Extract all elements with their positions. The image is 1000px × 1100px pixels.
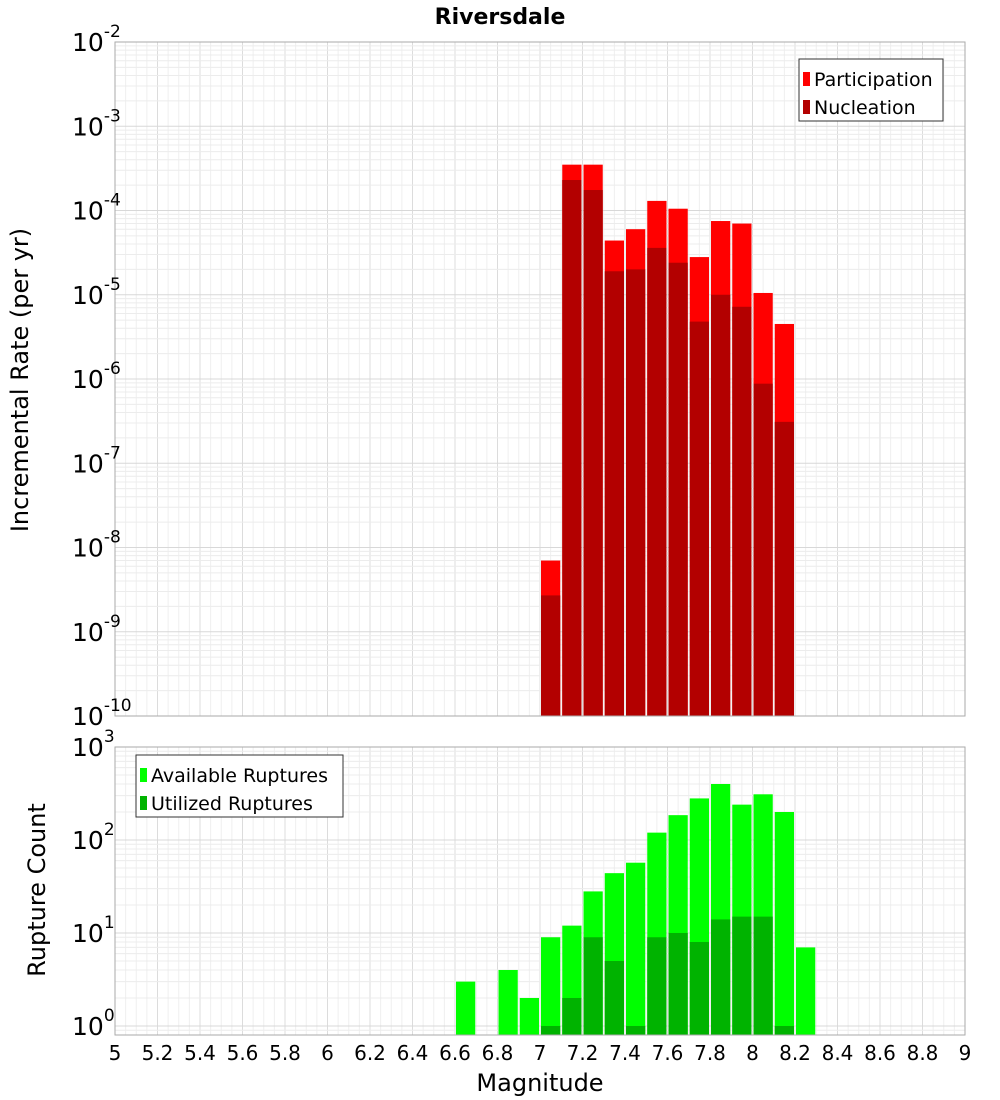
top-bar-secondary <box>626 269 646 716</box>
top-y-tick-label: 10-2 <box>72 22 121 57</box>
bottom-bar-secondary <box>647 937 667 1035</box>
top-y-tick-label: 10-6 <box>72 359 121 394</box>
bottom-bar-primary <box>456 981 476 1035</box>
bottom-bar-secondary <box>774 1025 794 1035</box>
bottom-bar-secondary <box>711 919 731 1035</box>
bottom-bar-secondary <box>541 1025 561 1035</box>
top-bar-secondary <box>541 595 561 716</box>
x-tick-label: 6.2 <box>354 1041 386 1065</box>
bottom-bar-primary <box>541 937 561 1035</box>
x-tick-label: 8.2 <box>779 1041 811 1065</box>
top-bar-secondary <box>689 321 709 716</box>
bottom-bars <box>456 784 816 1035</box>
bottom-bar-secondary <box>562 997 582 1035</box>
top-bar-secondary <box>774 421 794 716</box>
top-bar-secondary <box>753 383 773 716</box>
x-tick-label: 7.2 <box>567 1041 599 1065</box>
top-bar-secondary <box>668 262 688 716</box>
x-axis-label: Magnitude <box>476 1069 603 1097</box>
top-y-tick-label: 10-8 <box>72 528 121 563</box>
x-tick-label: 6.8 <box>482 1041 514 1065</box>
bottom-bar-secondary <box>753 916 773 1035</box>
bottom-legend-box <box>135 754 344 818</box>
bottom-y-tick-label: 101 <box>72 913 115 948</box>
x-tick-label: 6.4 <box>397 1041 429 1065</box>
x-tick-label: 5 <box>109 1041 122 1065</box>
top-y-tick-label: 10-3 <box>72 106 121 141</box>
x-tick-label: 9 <box>959 1041 972 1065</box>
top-y-tick-label: 10-7 <box>72 443 121 478</box>
x-tick-label: 8.4 <box>822 1041 854 1065</box>
chart-title: Riversdale <box>435 5 566 30</box>
x-tick-label: 5.2 <box>142 1041 174 1065</box>
top-legend-swatch <box>803 72 810 86</box>
bottom-bar-secondary <box>604 960 624 1035</box>
top-legend: Participation Nucleation <box>798 58 944 122</box>
x-ticks: 5 5.2 5.4 5.6 5.8 6 6.2 6.4 6.6 6.8 7 7.2 7.4 7.6 7.8 8… <box>109 1041 972 1065</box>
top-panel: 10-10 10-9 10-8 10-7 10-6 10-5 10-4 10-3 10-2 Par… <box>72 22 966 731</box>
bottom-legend: Available Ruptures Utilized Ruptures <box>135 754 344 818</box>
top-legend-box <box>798 58 944 122</box>
top-bar-secondary <box>711 294 731 716</box>
top-grid <box>114 41 966 717</box>
bottom-bar-secondary <box>583 937 603 1035</box>
bottom-y-tick-label: 100 <box>72 1006 115 1041</box>
bottom-bar-secondary <box>668 932 688 1035</box>
bottom-legend-swatch <box>140 768 147 782</box>
bottom-bar-secondary <box>689 942 709 1035</box>
top-bar-secondary <box>604 271 624 716</box>
x-tick-label: 6 <box>321 1041 334 1065</box>
bottom-plot-border <box>114 746 966 1036</box>
x-tick-label: 5.6 <box>227 1041 259 1065</box>
x-tick-label: 8 <box>746 1041 759 1065</box>
bottom-bar-primary <box>774 812 794 1035</box>
bottom-panel: 100 101 102 103 Available Ruptures Utilized R… <box>72 727 971 1065</box>
top-legend-label: Participation <box>814 69 933 91</box>
top-y-axis-label: Incremental Rate (per yr) <box>6 228 34 532</box>
bottom-bar-primary <box>519 997 539 1035</box>
bottom-bar-secondary <box>732 916 752 1035</box>
bottom-y-ticks: 100 101 102 103 <box>72 727 115 1041</box>
top-y-tick-label: 10-5 <box>72 275 121 310</box>
top-y-tick-label: 10-4 <box>72 191 121 226</box>
bottom-y-axis-label: Rupture Count <box>23 803 51 977</box>
x-tick-label: 7.8 <box>694 1041 726 1065</box>
bottom-legend-label: Utilized Ruptures <box>151 793 313 815</box>
x-tick-label: 7.6 <box>652 1041 684 1065</box>
bottom-bar-primary <box>626 862 646 1035</box>
bottom-bar-primary <box>498 969 518 1035</box>
top-legend-label: Nucleation <box>814 97 916 119</box>
bottom-legend-swatch <box>140 796 147 810</box>
top-bar-secondary <box>732 306 752 716</box>
x-tick-label: 7.4 <box>609 1041 641 1065</box>
bottom-legend-label: Available Ruptures <box>151 765 328 787</box>
x-tick-label: 5.8 <box>269 1041 301 1065</box>
top-legend-swatch <box>803 100 810 114</box>
x-tick-label: 5.4 <box>184 1041 216 1065</box>
top-y-ticks: 10-10 10-9 10-8 10-7 10-6 10-5 10-4 10-3 10-2 <box>72 22 132 731</box>
top-y-tick-label: 10-9 <box>72 612 121 647</box>
top-bar-secondary <box>647 247 667 716</box>
x-tick-label: 7 <box>534 1041 547 1065</box>
bottom-bar-primary <box>796 947 816 1035</box>
top-y-tick-label: 10-10 <box>72 696 132 731</box>
x-tick-label: 6.6 <box>439 1041 471 1065</box>
top-bar-secondary <box>562 180 582 717</box>
top-plot-border <box>114 41 966 717</box>
bottom-y-tick-label: 103 <box>72 727 115 762</box>
bottom-bar-secondary <box>626 1025 646 1035</box>
x-tick-label: 8.6 <box>864 1041 896 1065</box>
top-bar-secondary <box>583 190 603 716</box>
x-tick-label: 8.8 <box>907 1041 939 1065</box>
top-bars <box>541 164 794 717</box>
bottom-y-tick-label: 102 <box>72 820 115 855</box>
